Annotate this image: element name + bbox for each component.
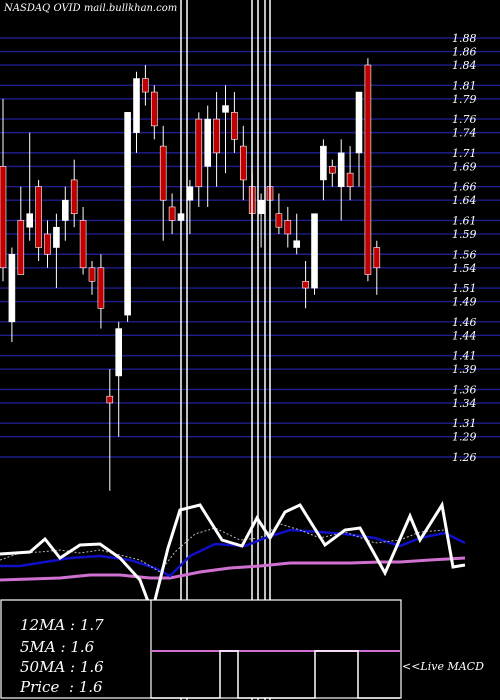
y-tick-label: 1.74	[452, 127, 477, 140]
candle-body	[142, 78, 149, 93]
candle-body	[26, 213, 34, 228]
candle-body	[88, 267, 96, 282]
candle-body	[328, 166, 336, 174]
y-tick-label: 1.76	[452, 113, 477, 126]
price-line	[0, 500, 466, 618]
candle-body	[311, 213, 318, 289]
candle-body	[159, 145, 167, 201]
candle-body	[186, 186, 194, 201]
candle-body	[275, 213, 283, 228]
candle-body	[151, 91, 158, 127]
candle-body	[133, 78, 140, 133]
y-tick-label: 1.49	[452, 296, 477, 309]
candle-body	[204, 118, 211, 167]
y-tick-label: 1.86	[452, 46, 477, 59]
candle-body	[222, 105, 229, 113]
candle-body	[35, 186, 42, 248]
y-tick-label: 1.36	[452, 383, 477, 396]
ma5-line	[0, 523, 446, 573]
candle-body	[79, 220, 87, 269]
macd-label: <<Live MACD	[402, 660, 484, 673]
candle-body	[106, 395, 114, 404]
ma50-readout: 50MA : 1.6	[20, 658, 104, 676]
y-tick-label: 1.81	[452, 79, 477, 92]
y-tick-label: 1.79	[452, 93, 477, 106]
y-tick-label: 1.44	[452, 329, 477, 342]
candle-body	[17, 220, 25, 275]
ma5-readout: 5MA : 1.6	[20, 638, 95, 656]
y-tick-label: 1.54	[452, 262, 477, 275]
ma12-readout: 12MA : 1.7	[20, 616, 104, 634]
y-tick-label: 1.29	[452, 431, 477, 444]
candle-body	[293, 240, 301, 248]
y-tick-label: 1.59	[452, 228, 477, 241]
y-tick-label: 1.56	[452, 248, 477, 261]
candle-body	[231, 112, 238, 140]
y-tick-label: 1.51	[452, 282, 477, 295]
y-tick-label: 1.31	[452, 417, 477, 430]
ma50-line	[0, 556, 466, 582]
candle-body	[97, 267, 105, 309]
chart-title: NASDAQ OVID mail.bullkhan.com	[4, 3, 178, 14]
candle-body	[320, 145, 327, 181]
y-tick-label: 1.64	[452, 194, 477, 207]
candle-body	[124, 112, 131, 316]
candle-body	[346, 172, 354, 187]
candle-body	[240, 145, 247, 181]
y-tick-label: 1.46	[452, 316, 477, 329]
candle-body	[302, 280, 309, 289]
y-tick-label: 1.66	[452, 181, 477, 194]
candle-body	[53, 226, 60, 248]
candle-body	[61, 199, 69, 221]
candle-body	[44, 233, 51, 255]
y-tick-label: 1.69	[452, 160, 477, 173]
candle-body	[355, 91, 363, 154]
y-tick-label: 1.88	[452, 32, 477, 45]
y-tick-label: 1.34	[452, 397, 477, 410]
y-tick-label: 1.26	[452, 451, 477, 464]
candle-body	[373, 247, 381, 269]
y-tick-label: 1.71	[452, 147, 477, 160]
y-tick-label: 1.39	[452, 363, 477, 376]
macd-line	[151, 650, 400, 699]
candle-body	[115, 328, 122, 377]
y-tick-label: 1.41	[452, 350, 477, 363]
price-readout: Price : 1.6	[20, 678, 103, 696]
candle-body	[364, 64, 372, 275]
candle-body	[257, 199, 265, 215]
info-box	[0, 599, 402, 699]
y-tick-label: 1.61	[452, 214, 477, 227]
candle-body	[284, 220, 292, 235]
candle-body	[168, 206, 176, 221]
candle-body	[337, 152, 345, 187]
candle-body	[8, 253, 16, 323]
candle-body	[70, 179, 78, 215]
candle-body	[195, 118, 203, 187]
candle-body	[213, 118, 220, 154]
candle-body	[0, 166, 7, 269]
y-tick-label: 1.84	[452, 59, 477, 72]
